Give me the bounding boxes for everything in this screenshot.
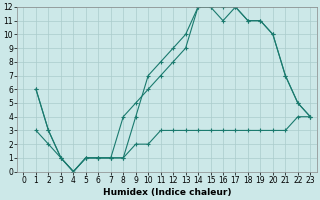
X-axis label: Humidex (Indice chaleur): Humidex (Indice chaleur) (103, 188, 231, 197)
